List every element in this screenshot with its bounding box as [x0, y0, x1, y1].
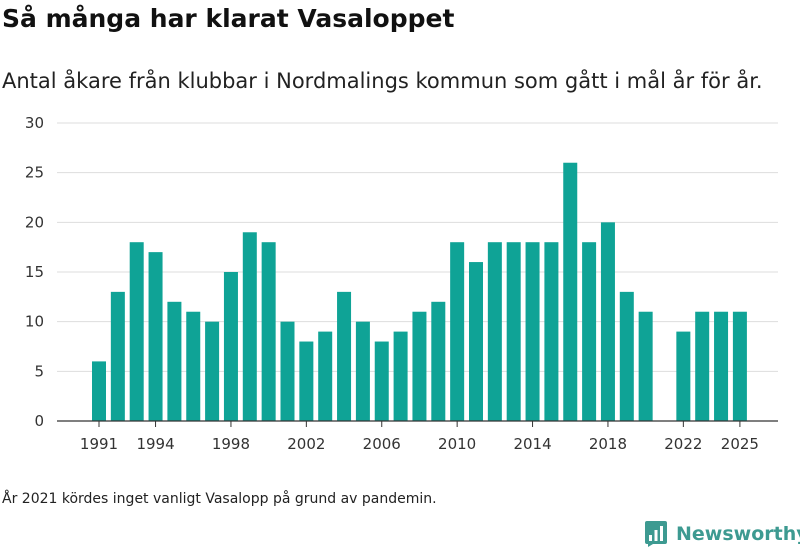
bar-2012: [487, 242, 502, 421]
x-tick-label: 2022: [664, 435, 702, 453]
bar-2017: [582, 242, 597, 421]
y-tick-label: 0: [34, 412, 44, 430]
brand-logo[interactable]: Newsworthy: [644, 519, 800, 549]
x-tick-label: 1991: [80, 435, 118, 453]
bar-1991: [92, 361, 106, 421]
bar-2003: [318, 331, 333, 421]
bar-2018: [600, 222, 615, 421]
newsworthy-logo-icon: [645, 521, 667, 547]
footnote: År 2021 kördes inget vanligt Vasalopp på…: [2, 491, 437, 507]
x-tick-label: 2018: [589, 435, 627, 453]
bar-2013: [506, 242, 521, 421]
bar-2015: [544, 242, 559, 421]
bar-1992: [110, 291, 125, 421]
bar-2024: [714, 311, 729, 421]
bar-1994: [148, 252, 163, 421]
y-tick-label: 15: [25, 263, 44, 281]
x-tick-label: 1994: [136, 435, 174, 453]
y-tick-label: 25: [25, 164, 44, 182]
bar-1998: [223, 272, 238, 421]
x-tick-label: 2025: [721, 435, 759, 453]
bar-2020: [638, 311, 653, 421]
bar-1993: [129, 242, 144, 421]
y-tick-label: 30: [25, 114, 44, 132]
bar-2016: [563, 162, 578, 421]
bar-2006: [374, 341, 389, 421]
x-tick-label: 2014: [513, 435, 551, 453]
y-tick-label: 10: [25, 313, 44, 331]
bar-1997: [205, 321, 220, 421]
x-tick-label: 2002: [287, 435, 325, 453]
bar-2023: [695, 311, 710, 421]
bar-2014: [525, 242, 540, 421]
bar-1995: [167, 301, 182, 421]
chart-subtitle: Antal åkare från klubbar i Nordmalings k…: [2, 69, 763, 93]
bar-2000: [261, 242, 276, 421]
bar-1999: [242, 232, 257, 421]
bar-2008: [412, 311, 427, 421]
bar-2002: [299, 341, 314, 421]
x-tick-label: 2006: [363, 435, 401, 453]
bar-2019: [619, 291, 634, 421]
y-tick-label: 5: [34, 362, 44, 380]
x-tick-label: 1998: [212, 435, 250, 453]
bar-2010: [450, 242, 465, 421]
bar-2025: [732, 311, 747, 421]
bar-2022: [676, 331, 691, 421]
y-tick-label: 20: [25, 213, 44, 231]
chart-title: Så många har klarat Vasaloppet: [2, 4, 455, 33]
bars: [92, 162, 747, 421]
x-tick-label: 2010: [438, 435, 476, 453]
bar-2001: [280, 321, 295, 421]
bar-1996: [186, 311, 201, 421]
bar-2009: [431, 301, 446, 421]
bar-2005: [355, 321, 370, 421]
brand-name: Newsworthy: [676, 523, 800, 545]
bar-2011: [469, 262, 483, 421]
bar-2007: [393, 331, 408, 421]
bar-2004: [337, 291, 352, 421]
